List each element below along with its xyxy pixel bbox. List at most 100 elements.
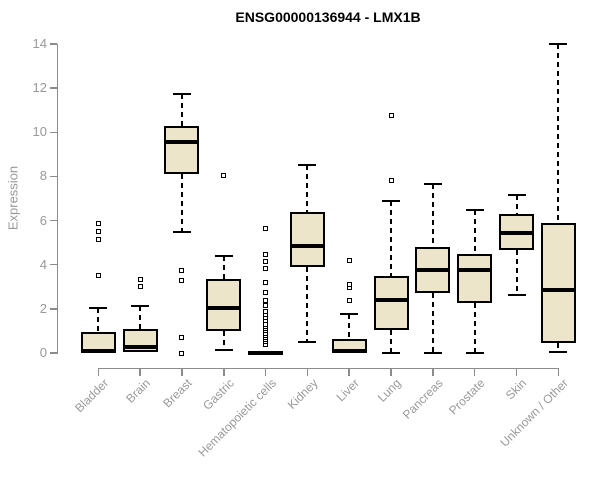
median-hematopoietic-cells xyxy=(248,350,284,355)
y-tick-label: 14 xyxy=(32,36,47,52)
median-skin xyxy=(499,230,534,235)
lower-whisker-lung xyxy=(390,329,393,353)
median-brain xyxy=(122,345,158,350)
upper-whisker-breast xyxy=(180,93,183,126)
y-tick xyxy=(50,87,57,89)
x-tick-label-prostate: Prostate xyxy=(446,375,488,418)
lower-whisker-unknown-other xyxy=(557,343,560,352)
x-tick xyxy=(306,369,309,376)
y-tick xyxy=(50,43,57,45)
lower-whisker-cap-breast xyxy=(172,230,191,233)
outlier-point-liver xyxy=(346,297,352,303)
upper-whisker-prostate xyxy=(473,209,476,254)
y-tick-label: 12 xyxy=(32,80,47,96)
x-tick xyxy=(473,369,476,376)
x-tick xyxy=(181,369,183,376)
outlier-point-bladder xyxy=(95,229,101,235)
chart-title: ENSG00000136944 - LMX1B xyxy=(235,9,421,25)
lower-whisker-cap-gastric xyxy=(214,348,233,351)
upper-whisker-cap-gastric xyxy=(214,254,233,257)
upper-whisker-cap-kidney xyxy=(298,164,317,167)
outlier-point-liver xyxy=(346,257,352,263)
outlier-point-brain xyxy=(137,284,143,290)
median-lung xyxy=(373,298,409,303)
outlier-point-bladder xyxy=(95,273,101,279)
lower-whisker-cap-skin xyxy=(507,293,526,296)
lower-whisker-cap-unknown-other xyxy=(549,350,568,353)
upper-whisker-kidney xyxy=(306,165,309,212)
upper-whisker-cap-breast xyxy=(172,92,191,95)
upper-whisker-cap-prostate xyxy=(465,208,484,211)
x-tick xyxy=(348,369,350,376)
outlier-point-hematopoietic-cells xyxy=(263,252,269,258)
upper-whisker-cap-bladder xyxy=(89,306,108,309)
outlier-point-hematopoietic-cells xyxy=(263,265,269,271)
outlier-point-hematopoietic-cells xyxy=(263,279,269,285)
median-liver xyxy=(331,348,367,353)
outlier-point-hematopoietic-cells xyxy=(263,258,269,264)
lower-whisker-prostate xyxy=(473,303,476,353)
outlier-point-hematopoietic-cells xyxy=(263,289,269,295)
upper-whisker-skin xyxy=(515,195,518,214)
x-tick-label-pancreas: Pancreas xyxy=(400,375,446,422)
upper-whisker-gastric xyxy=(222,255,225,280)
outlier-point-breast xyxy=(179,335,185,341)
x-tick-label-skin: Skin xyxy=(502,375,530,402)
box-lung xyxy=(373,275,409,330)
lower-whisker-gastric xyxy=(222,330,225,350)
median-unknown-other xyxy=(540,288,576,293)
outlier-point-lung xyxy=(388,113,394,119)
outlier-point-brain xyxy=(137,276,143,282)
upper-whisker-lung xyxy=(390,200,393,276)
box-unknown-other xyxy=(540,222,576,344)
y-tick xyxy=(50,352,57,354)
y-tick-label: 8 xyxy=(39,168,47,184)
box-kidney xyxy=(289,211,325,267)
y-axis-line xyxy=(56,44,58,355)
outlier-point-hematopoietic-cells xyxy=(263,225,269,231)
y-tick xyxy=(50,175,57,178)
outlier-point-hematopoietic-cells xyxy=(263,303,269,309)
y-tick-label: 0 xyxy=(39,345,47,360)
lower-whisker-breast xyxy=(180,174,183,232)
outlier-point-liver xyxy=(346,282,352,288)
x-tick-label-hematopoietic-cells: Hematopoietic cells xyxy=(195,375,279,459)
y-tick xyxy=(50,131,57,134)
outlier-point-hematopoietic-cells xyxy=(263,297,269,303)
y-tick xyxy=(50,308,57,310)
x-tick-label-gastric: Gastric xyxy=(199,375,237,413)
lower-whisker-pancreas xyxy=(431,293,434,353)
lower-whisker-cap-kidney xyxy=(298,340,317,343)
upper-whisker-bladder xyxy=(97,307,100,333)
lower-whisker-kidney xyxy=(306,266,309,342)
median-prostate xyxy=(457,268,493,273)
upper-whisker-cap-brain xyxy=(131,304,150,307)
x-tick xyxy=(264,369,267,376)
y-tick xyxy=(50,263,57,266)
median-breast xyxy=(164,140,200,145)
upper-whisker-pancreas xyxy=(431,184,434,248)
box-gastric xyxy=(206,279,242,331)
x-tick-label-lung: Lung xyxy=(375,375,404,405)
y-axis-label: Expression xyxy=(5,165,21,231)
x-tick xyxy=(390,369,392,376)
median-kidney xyxy=(289,243,325,248)
median-gastric xyxy=(206,305,242,310)
x-tick-label-kidney: Kidney xyxy=(284,375,321,412)
x-tick xyxy=(139,369,141,376)
x-tick-label-breast: Breast xyxy=(160,375,195,410)
lower-whisker-cap-pancreas xyxy=(423,352,442,354)
outlier-point-gastric xyxy=(221,172,227,178)
outlier-point-bladder xyxy=(95,236,101,242)
x-tick xyxy=(432,369,434,376)
y-tick-label: 6 xyxy=(39,212,47,228)
y-tick xyxy=(50,219,57,222)
outlier-point-breast xyxy=(179,277,185,283)
box-breast xyxy=(164,125,200,175)
outlier-point-breast xyxy=(179,350,185,356)
upper-whisker-liver xyxy=(348,314,351,339)
y-tick-label: 4 xyxy=(39,256,47,272)
x-tick xyxy=(515,369,518,376)
y-tick-label: 10 xyxy=(32,124,47,140)
